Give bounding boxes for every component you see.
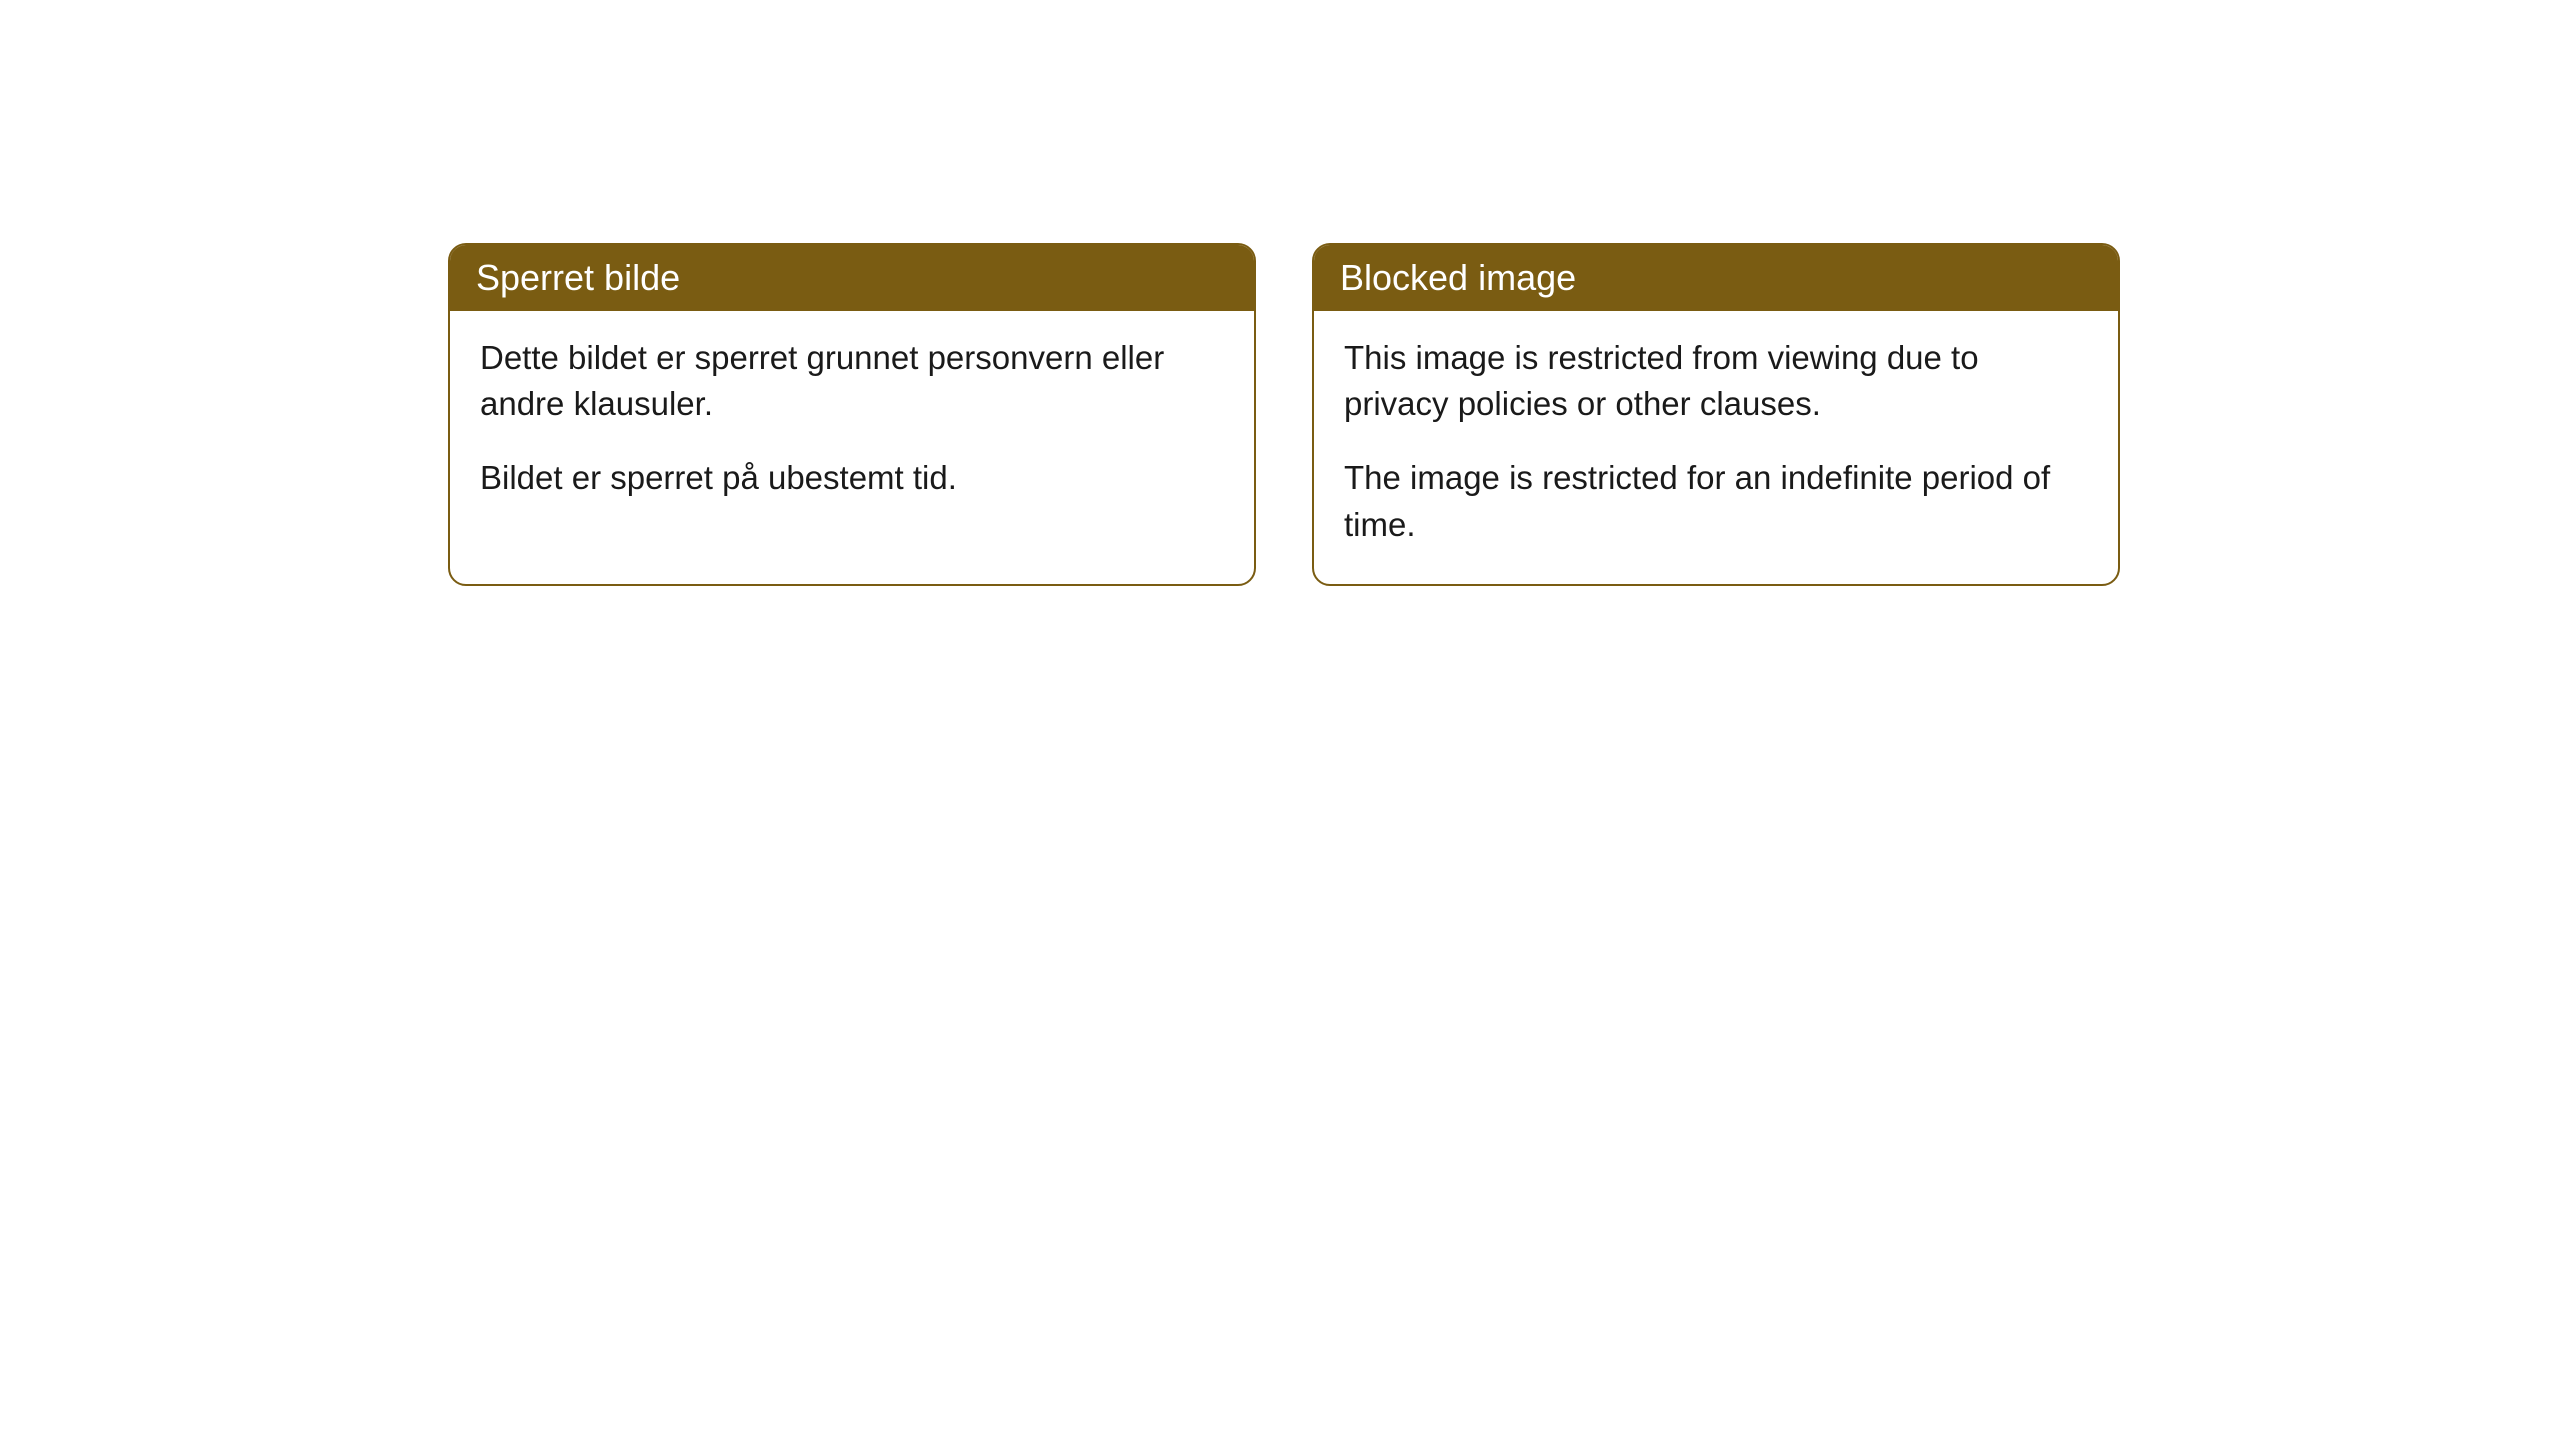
- card-header: Sperret bilde: [450, 245, 1254, 311]
- card-title: Blocked image: [1340, 257, 1576, 298]
- cards-container: Sperret bilde Dette bildet er sperret gr…: [448, 243, 2120, 586]
- card-body: This image is restricted from viewing du…: [1314, 311, 2118, 584]
- card-body: Dette bildet er sperret grunnet personve…: [450, 311, 1254, 538]
- blocked-image-card-norwegian: Sperret bilde Dette bildet er sperret gr…: [448, 243, 1256, 586]
- blocked-image-card-english: Blocked image This image is restricted f…: [1312, 243, 2120, 586]
- card-paragraph: This image is restricted from viewing du…: [1344, 335, 2088, 427]
- card-paragraph: Dette bildet er sperret grunnet personve…: [480, 335, 1224, 427]
- card-paragraph: The image is restricted for an indefinit…: [1344, 455, 2088, 547]
- card-paragraph: Bildet er sperret på ubestemt tid.: [480, 455, 1224, 501]
- card-header: Blocked image: [1314, 245, 2118, 311]
- card-title: Sperret bilde: [476, 257, 680, 298]
